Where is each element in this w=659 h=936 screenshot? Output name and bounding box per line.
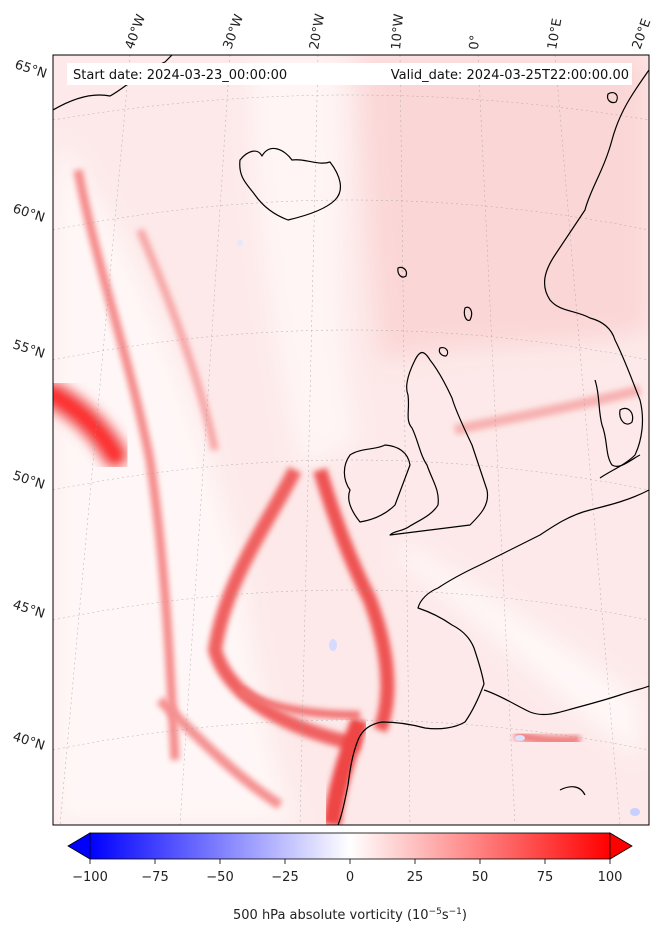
lon-label-30w: 30°W <box>221 12 247 51</box>
colorbar-body <box>89 832 611 860</box>
lon-label-0: 0° <box>467 34 483 50</box>
colorbar-extend-max <box>609 832 633 860</box>
valid-date-label: Valid_date: 2024-03-25T22:00:00.00 <box>391 68 629 83</box>
lat-label-60n: 60°N <box>11 202 47 226</box>
colorbar-extend-min <box>67 832 91 860</box>
lat-label-55n: 55°N <box>11 338 47 362</box>
colorbar-tick-label: −50 <box>206 870 233 885</box>
map-frame <box>52 54 650 826</box>
lat-label-50n: 50°N <box>11 469 47 493</box>
colorbar-tick-label: 100 <box>598 870 623 885</box>
start-date-label: Start date: 2024-03-23_00:00:00 <box>73 68 287 83</box>
colorbar-tick-label: 75 <box>537 870 554 885</box>
lon-label-20e: 20°E <box>630 17 655 52</box>
colorbar-tick-label: 25 <box>407 870 424 885</box>
vorticity-field <box>53 55 649 825</box>
lon-label-40w: 40°W <box>123 12 149 51</box>
colorbar-label-exp1: −5 <box>429 907 442 917</box>
colorbar-tick-label: 0 <box>346 870 354 885</box>
colorbar-label-text: 500 hPa absolute vorticity (10 <box>233 908 429 923</box>
colorbar-label: 500 hPa absolute vorticity (10−5s−1) <box>233 907 467 923</box>
colorbar-tick-label: 50 <box>472 870 489 885</box>
longitude-labels: 40°W 30°W 20°W 10°W 0° 10°E 20°E <box>123 12 655 51</box>
colorbar-label-mid: s <box>442 908 449 923</box>
lat-label-40n: 40°N <box>11 730 47 754</box>
colorbar-label-exp2: −1 <box>449 907 462 917</box>
info-banner <box>67 63 632 85</box>
lat-label-45n: 45°N <box>11 598 47 622</box>
colorbar-tick-label: −100 <box>72 870 108 885</box>
colorbar-tick-label: −25 <box>271 870 298 885</box>
colorbar-label-end: ) <box>462 908 467 923</box>
lon-label-20w: 20°W <box>307 13 328 51</box>
colorbar-tick-label: −75 <box>141 870 168 885</box>
colorbar-ticks: −100 −75 −50 −25 0 25 50 75 100 <box>72 859 622 885</box>
lon-label-10e: 10°E <box>545 17 565 50</box>
lon-label-10w: 10°W <box>389 13 407 50</box>
colorbar: −100 −75 −50 −25 0 25 50 75 100 500 hPa absolute… <box>67 832 633 923</box>
lat-label-65n: 65°N <box>13 58 49 82</box>
latitude-labels: 65°N 60°N 55°N 50°N 45°N 40°N <box>11 58 49 754</box>
